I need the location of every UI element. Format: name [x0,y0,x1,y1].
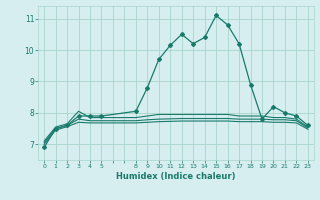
X-axis label: Humidex (Indice chaleur): Humidex (Indice chaleur) [116,172,236,181]
